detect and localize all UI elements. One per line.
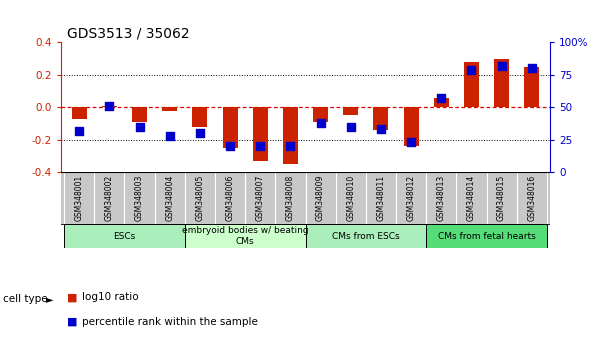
Point [75, 128, 84, 133]
Text: cell type: cell type [3, 294, 48, 304]
Text: CMs from fetal hearts: CMs from fetal hearts [437, 232, 535, 240]
Text: GSM348001: GSM348001 [75, 175, 84, 221]
Text: GSM348006: GSM348006 [225, 175, 235, 221]
Point [255, 143, 265, 149]
Text: GSM348013: GSM348013 [437, 175, 446, 221]
Bar [283, 107, 298, 164]
Bar [64, 224, 185, 248]
Point [195, 131, 205, 136]
Text: GSM348005: GSM348005 [196, 175, 205, 221]
Text: GSM348011: GSM348011 [376, 175, 386, 221]
Point [497, 63, 507, 69]
Bar [343, 107, 358, 115]
Bar [434, 98, 449, 107]
Bar [524, 67, 540, 107]
Text: GSM348015: GSM348015 [497, 175, 506, 221]
Bar [494, 59, 509, 107]
Point [285, 143, 295, 149]
Point [527, 65, 536, 71]
Point [165, 133, 175, 139]
Bar [253, 107, 268, 161]
Text: CMs from ESCs: CMs from ESCs [332, 232, 400, 240]
Text: GSM348002: GSM348002 [105, 175, 114, 221]
Bar [102, 106, 117, 107]
Text: GSM348010: GSM348010 [346, 175, 355, 221]
Point [134, 124, 144, 130]
Text: GSM348004: GSM348004 [165, 175, 174, 221]
Bar [71, 107, 87, 119]
Bar [132, 107, 147, 122]
Bar [403, 107, 419, 146]
Point [104, 103, 114, 109]
Text: ►: ► [46, 294, 53, 304]
Text: ■: ■ [67, 292, 78, 302]
Text: GSM348003: GSM348003 [135, 175, 144, 221]
Bar [426, 224, 547, 248]
Point [225, 143, 235, 149]
Text: GSM348009: GSM348009 [316, 175, 325, 221]
Text: GSM348008: GSM348008 [286, 175, 295, 221]
Point [376, 127, 386, 132]
Text: ESCs: ESCs [113, 232, 136, 240]
Point [346, 124, 356, 130]
Bar [313, 107, 328, 122]
Text: GDS3513 / 35062: GDS3513 / 35062 [67, 27, 190, 41]
Bar [222, 107, 238, 148]
Bar [162, 107, 177, 111]
Text: GSM348012: GSM348012 [406, 175, 415, 221]
Text: GSM348014: GSM348014 [467, 175, 476, 221]
Point [467, 67, 477, 73]
Point [406, 139, 416, 145]
Text: GSM348016: GSM348016 [527, 175, 536, 221]
Bar [306, 224, 426, 248]
Bar [192, 107, 208, 127]
Point [436, 96, 446, 101]
Text: ■: ■ [67, 317, 78, 327]
Text: embryoid bodies w/ beating
CMs: embryoid bodies w/ beating CMs [182, 226, 309, 246]
Bar [464, 62, 479, 107]
Text: percentile rank within the sample: percentile rank within the sample [82, 317, 258, 327]
Bar [185, 224, 306, 248]
Point [316, 120, 326, 126]
Bar [373, 107, 389, 130]
Text: GSM348007: GSM348007 [256, 175, 265, 221]
Text: log10 ratio: log10 ratio [82, 292, 139, 302]
